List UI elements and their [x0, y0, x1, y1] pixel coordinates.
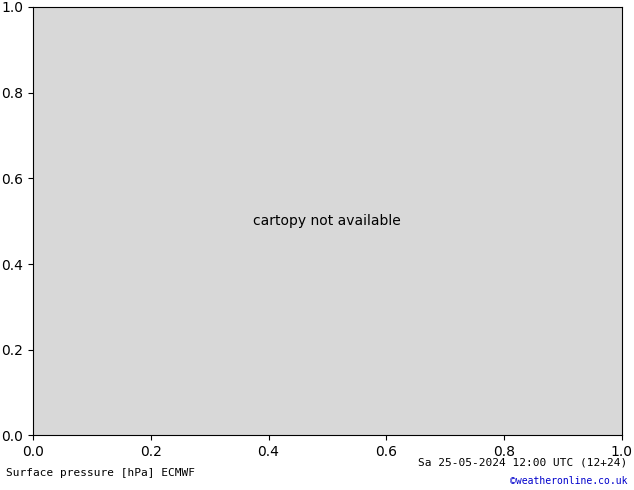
Text: Sa 25-05-2024 12:00 UTC (12+24): Sa 25-05-2024 12:00 UTC (12+24)	[418, 458, 628, 468]
Text: ©weatheronline.co.uk: ©weatheronline.co.uk	[510, 476, 628, 486]
Text: cartopy not available: cartopy not available	[254, 214, 401, 228]
Text: Surface pressure [hPa] ECMWF: Surface pressure [hPa] ECMWF	[6, 468, 195, 478]
